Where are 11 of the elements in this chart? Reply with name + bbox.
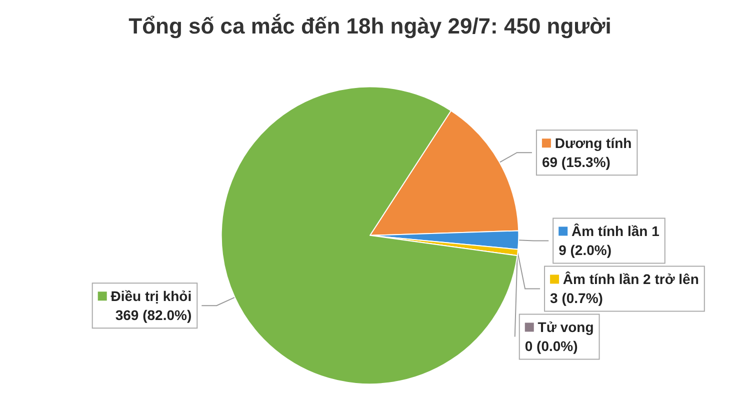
- legend-label: Tử vong: [534, 319, 594, 336]
- data-label: 369 (82.0%): [115, 307, 192, 324]
- data-label: 3 (0.7%): [550, 290, 603, 306]
- legend-label: Điều trị khỏi: [106, 288, 192, 304]
- data-label: 69 (15.3%): [542, 154, 610, 170]
- data-label: 9 (2.0%): [558, 242, 612, 258]
- chart-title: Tổng số ca mắc đến 18h ngày 29/7: 450 người: [128, 14, 612, 38]
- legend-label: Âm tính lần 2 trở lên: [559, 271, 699, 288]
- text: 0 (0.0%): [524, 338, 578, 354]
- legend-label: Dương tính: [550, 135, 632, 152]
- legend-label: Âm tính lần 1: [568, 223, 660, 240]
